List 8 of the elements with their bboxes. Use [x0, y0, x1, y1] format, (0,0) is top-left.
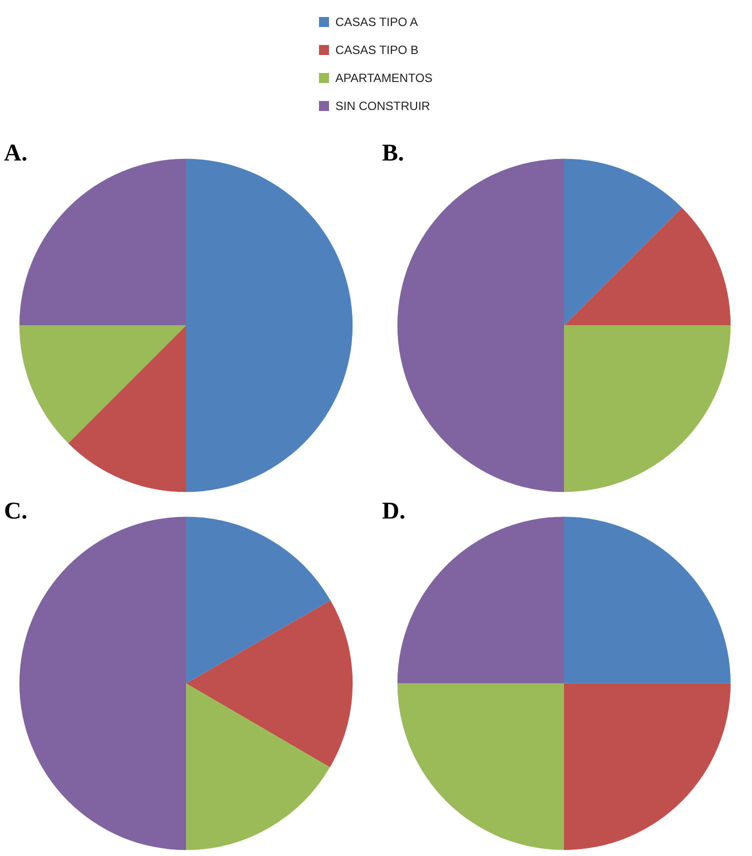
- chart-title: D.: [382, 498, 406, 525]
- text: A.: [4, 140, 28, 167]
- chart-title: C.: [4, 498, 28, 525]
- legend-label: APARTAMENTOS: [335, 71, 433, 85]
- legend-label: CASAS TIPO A: [335, 15, 418, 29]
- legend-label: SIN CONSTRUIR: [335, 99, 430, 113]
- legend-label: CASAS TIPO B: [335, 43, 419, 57]
- chart-title: B.: [382, 140, 404, 167]
